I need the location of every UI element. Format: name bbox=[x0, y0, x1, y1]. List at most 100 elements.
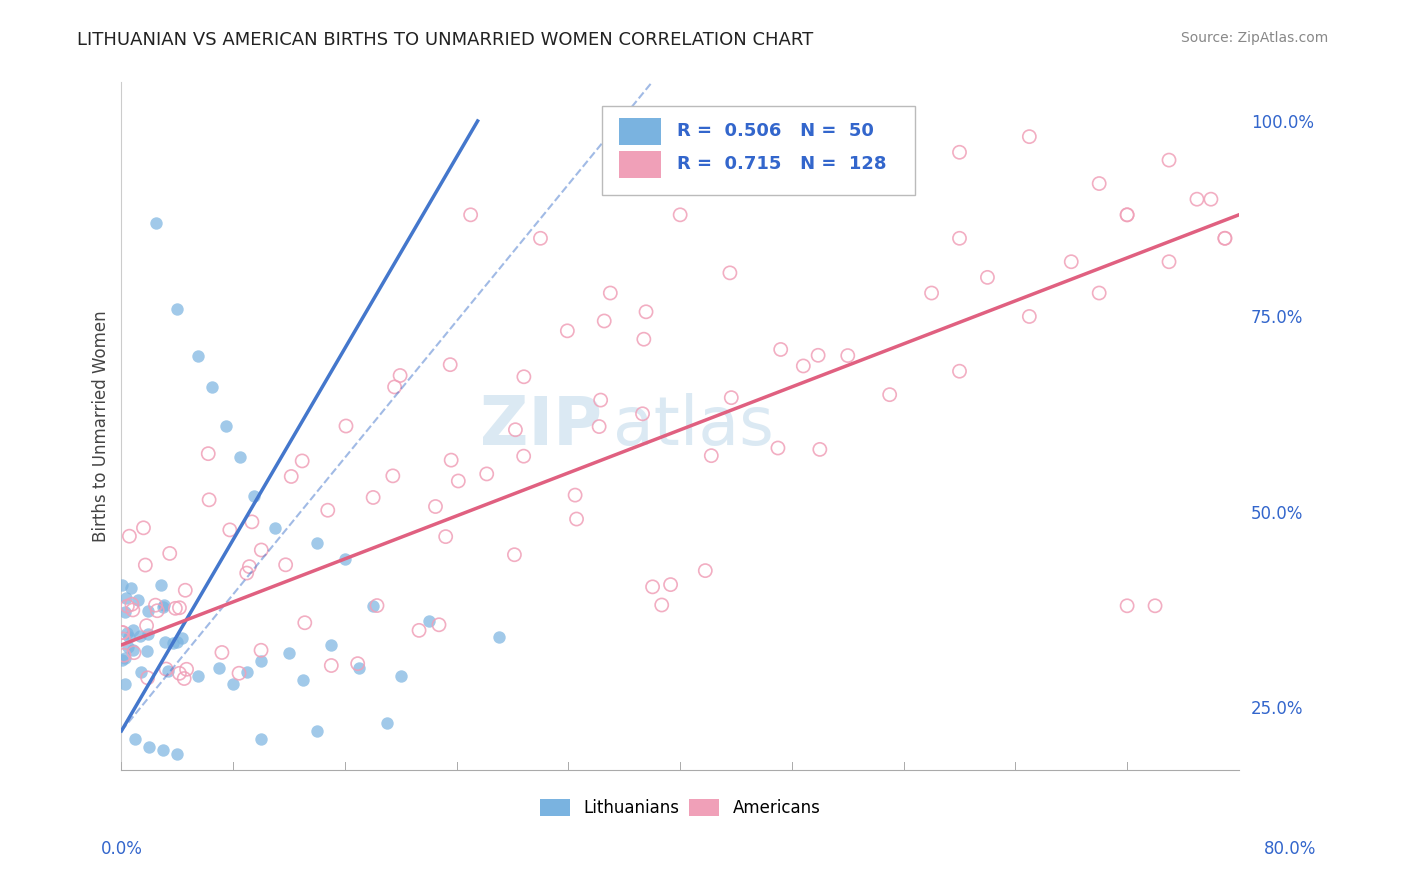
Point bbox=[503, 548, 526, 562]
Point bbox=[132, 521, 155, 535]
Text: 0.0%: 0.0% bbox=[101, 840, 143, 858]
Point bbox=[440, 453, 463, 467]
Point bbox=[333, 552, 356, 566]
Point bbox=[112, 648, 135, 663]
Point bbox=[146, 604, 169, 618]
Point bbox=[593, 314, 616, 328]
Point bbox=[366, 599, 388, 613]
Point bbox=[439, 358, 461, 372]
Bar bbox=[619, 118, 661, 145]
Point bbox=[389, 368, 412, 383]
Point bbox=[149, 578, 172, 592]
Point bbox=[769, 343, 792, 357]
Legend: Lithuanians, Americans: Lithuanians, Americans bbox=[533, 792, 827, 823]
Point bbox=[280, 469, 302, 483]
Y-axis label: Births to Unmarried Women: Births to Unmarried Women bbox=[93, 310, 110, 541]
Point bbox=[165, 601, 187, 615]
Point bbox=[111, 625, 134, 640]
Point bbox=[1213, 231, 1236, 245]
Point bbox=[599, 285, 621, 300]
Point bbox=[187, 669, 209, 683]
Point bbox=[346, 657, 368, 671]
Point bbox=[1213, 231, 1236, 245]
Point bbox=[127, 593, 149, 607]
Point bbox=[1116, 599, 1139, 613]
Point bbox=[651, 598, 673, 612]
Point bbox=[122, 646, 145, 660]
Point bbox=[117, 599, 139, 614]
Point bbox=[305, 536, 328, 550]
Point bbox=[134, 558, 156, 572]
Point bbox=[361, 599, 384, 613]
Point bbox=[425, 500, 447, 514]
Point bbox=[700, 449, 723, 463]
Point bbox=[173, 672, 195, 686]
Point bbox=[115, 626, 138, 640]
Point bbox=[129, 665, 152, 680]
Point bbox=[122, 643, 145, 657]
Point bbox=[321, 658, 343, 673]
Point bbox=[408, 624, 430, 638]
Point bbox=[427, 617, 450, 632]
Point bbox=[114, 677, 136, 691]
Point bbox=[766, 441, 789, 455]
Point bbox=[837, 349, 859, 363]
Point bbox=[124, 731, 146, 746]
Point bbox=[631, 407, 654, 421]
Point bbox=[1060, 254, 1083, 268]
Point bbox=[381, 468, 404, 483]
Point bbox=[174, 583, 197, 598]
Point bbox=[633, 332, 655, 346]
Point bbox=[176, 662, 198, 676]
Point bbox=[292, 673, 315, 687]
Point bbox=[111, 578, 134, 592]
Point bbox=[316, 503, 339, 517]
Point bbox=[447, 474, 470, 488]
Point bbox=[1157, 254, 1180, 268]
Point bbox=[136, 627, 159, 641]
Point bbox=[145, 216, 167, 230]
Point bbox=[159, 546, 181, 560]
Text: LITHUANIAN VS AMERICAN BIRTHS TO UNMARRIED WOMEN CORRELATION CHART: LITHUANIAN VS AMERICAN BIRTHS TO UNMARRI… bbox=[77, 31, 814, 49]
Point bbox=[118, 631, 141, 645]
Point bbox=[488, 630, 510, 644]
Point bbox=[792, 359, 814, 373]
Point bbox=[434, 530, 457, 544]
Point bbox=[291, 454, 314, 468]
Point bbox=[1018, 129, 1040, 144]
Point bbox=[384, 380, 406, 394]
Point bbox=[588, 419, 610, 434]
Point bbox=[389, 669, 412, 683]
Point bbox=[505, 423, 527, 437]
FancyBboxPatch shape bbox=[602, 106, 915, 195]
Point bbox=[228, 666, 250, 681]
Point bbox=[222, 677, 245, 691]
Point bbox=[169, 666, 191, 681]
Point bbox=[641, 580, 664, 594]
Text: 80.0%: 80.0% bbox=[1264, 840, 1316, 858]
Text: R =  0.506   N =  50: R = 0.506 N = 50 bbox=[676, 122, 873, 140]
Point bbox=[976, 270, 998, 285]
Point bbox=[659, 577, 682, 591]
Point bbox=[948, 231, 970, 245]
Text: ZIP: ZIP bbox=[479, 393, 602, 459]
Point bbox=[136, 604, 159, 618]
Point bbox=[879, 387, 901, 401]
Point bbox=[112, 632, 135, 646]
Point bbox=[808, 442, 831, 457]
Point bbox=[236, 665, 259, 680]
Point bbox=[475, 467, 498, 481]
Point bbox=[153, 598, 176, 612]
Point bbox=[243, 489, 266, 503]
Point bbox=[1185, 192, 1208, 206]
Point bbox=[240, 515, 263, 529]
Point bbox=[565, 512, 588, 526]
Point bbox=[695, 564, 717, 578]
Point bbox=[274, 558, 297, 572]
Point bbox=[1018, 310, 1040, 324]
Point bbox=[564, 488, 586, 502]
Point bbox=[235, 566, 257, 580]
Point bbox=[948, 145, 970, 160]
Point bbox=[201, 380, 224, 394]
Point bbox=[121, 603, 143, 617]
